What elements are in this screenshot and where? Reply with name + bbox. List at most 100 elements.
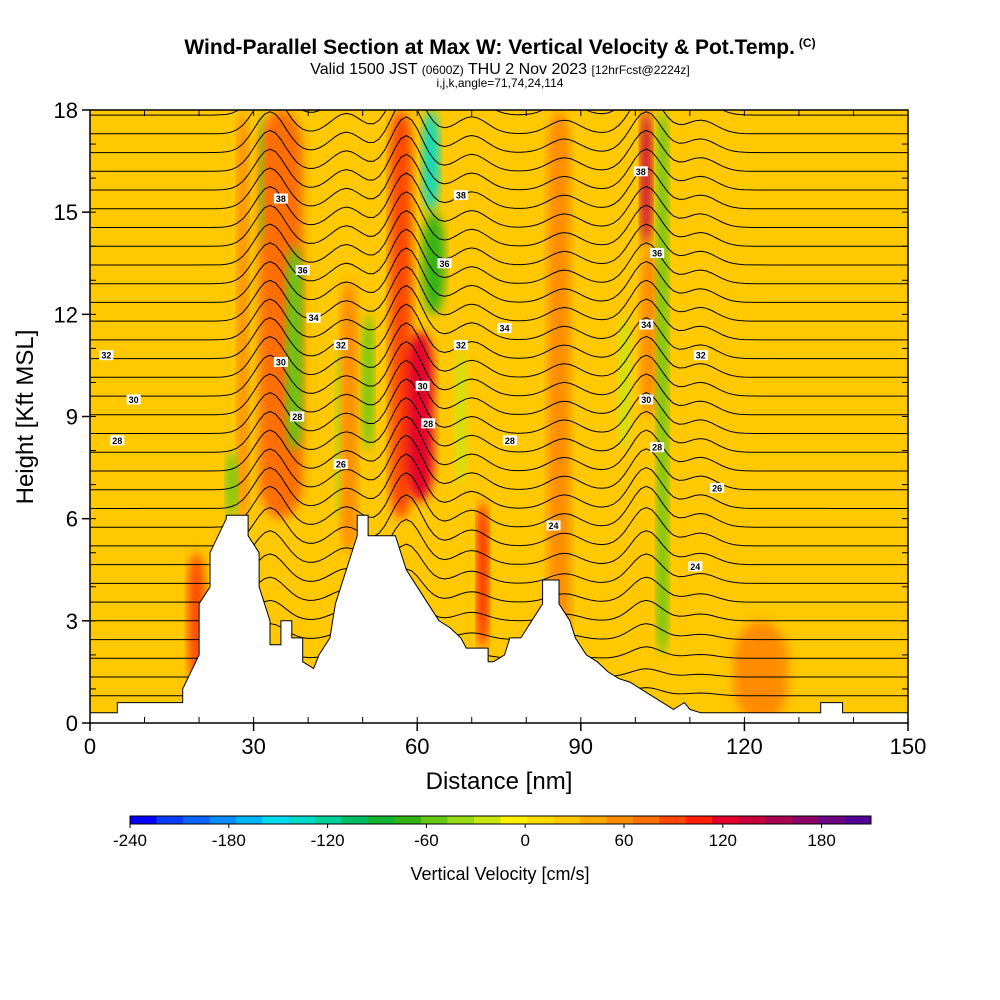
theta-label: 36: [650, 248, 665, 259]
y-tick-label: 9: [66, 405, 78, 430]
theta-label-text: 28: [292, 412, 302, 422]
theta-label-bg: [295, 265, 310, 276]
theta-contour-line: [90, 110, 908, 154]
colorbar-segment: [500, 816, 528, 824]
theta-label: 34: [497, 322, 512, 333]
colorbar-segment: [791, 816, 819, 824]
x-tick-label: 150: [890, 734, 927, 759]
theta-label: 36: [295, 265, 310, 276]
colorbar-segment: [712, 816, 739, 824]
y-tick-label: 3: [66, 609, 78, 634]
x-tick-label: 120: [726, 734, 763, 759]
colorbar-tick-label: 0: [520, 831, 529, 850]
theta-contours: [90, 110, 908, 697]
theta-contour-line: [90, 303, 908, 360]
theta-label: 24: [688, 561, 703, 572]
colorbar-label: Vertical Velocity [cm/s]: [410, 864, 589, 884]
theta-label-bg: [633, 166, 648, 177]
theta-contour-line: [90, 359, 908, 416]
theta-label-bg: [333, 459, 348, 470]
colorbar-segment: [632, 816, 660, 824]
colorbar-tick-label: -120: [311, 831, 345, 850]
x-tick-label: 0: [84, 734, 96, 759]
theta-contour-line: [90, 378, 908, 434]
theta-contour-line: [90, 341, 908, 397]
theta-label: 30: [415, 380, 430, 391]
colorbar-segment: [526, 816, 554, 824]
theta-label: 36: [437, 258, 452, 269]
updraft-region: [733, 620, 789, 723]
theta-label-bg: [639, 319, 654, 330]
colorbar: -240 -180 -120 -60 0 60 120 180: [113, 815, 872, 850]
theta-contour-line: [90, 110, 908, 135]
theta-contour-line: [90, 415, 908, 472]
theta-label-text: 36: [298, 266, 308, 276]
theta-label-text: 36: [652, 249, 662, 259]
colorbar-segment: [765, 816, 792, 824]
colorbar-segment: [738, 816, 766, 824]
x-tick-label: 90: [569, 734, 593, 759]
colorbar-segment: [579, 816, 607, 824]
colorbar-segment: [553, 816, 581, 824]
theta-label-bg: [306, 312, 321, 323]
theta-label-text: 28: [652, 443, 662, 453]
theta-label-text: 28: [505, 436, 515, 446]
colorbar-segment: [130, 816, 157, 824]
updraft-region: [548, 110, 570, 710]
colorbar-segment: [659, 816, 687, 824]
colorbar-tick-label: -180: [212, 831, 246, 850]
theta-label-text: 30: [641, 395, 651, 405]
theta-label-bg: [421, 418, 436, 429]
downdraft-region: [335, 348, 341, 519]
terrain-profile: [90, 514, 908, 723]
theta-contour-line: [90, 116, 908, 172]
theta-label-bg: [497, 322, 512, 333]
colorbar-segment: [421, 816, 448, 824]
colorbar-segment: [262, 816, 290, 824]
theta-contour-line: [90, 110, 908, 116]
y-tick-label: 18: [54, 98, 78, 123]
theta-label: 30: [273, 357, 288, 368]
updraft-region: [237, 110, 249, 519]
theta-contour-line: [90, 453, 908, 509]
theta-label-text: 34: [499, 323, 509, 333]
terrain: [90, 514, 908, 723]
x-tick-label: 60: [405, 734, 429, 759]
theta-label-bg: [453, 339, 468, 350]
theta-label-text: 36: [439, 259, 449, 269]
theta-contour-line: [90, 172, 908, 228]
colorbar-segment: [209, 816, 237, 824]
theta-contour-line: [90, 209, 908, 266]
updraft-region: [340, 280, 358, 553]
colorbar-segment: [368, 816, 395, 824]
colorbar-segment: [235, 816, 263, 824]
colorbar-segment: [394, 816, 422, 824]
theta-label-bg: [437, 258, 452, 269]
theta-label-bg: [546, 520, 561, 531]
downdraft-region: [286, 246, 303, 451]
colorbar-segment: [447, 816, 475, 824]
theta-label: 30: [126, 394, 141, 405]
y-tick-label: 15: [54, 200, 78, 225]
theta-label-bg: [502, 435, 517, 446]
theta-label-text: 30: [418, 381, 428, 391]
theta-label: 26: [710, 483, 725, 494]
updraft-region: [477, 501, 489, 649]
theta-label-bg: [453, 190, 468, 201]
theta-contour-line: [90, 134, 908, 191]
y-tick-label: 12: [54, 302, 78, 327]
theta-label-bg: [290, 411, 305, 422]
theta-label-bg: [273, 357, 288, 368]
theta-label-text: 32: [456, 340, 466, 350]
theta-label-text: 34: [641, 320, 651, 330]
theta-label-text: 24: [690, 562, 700, 572]
theta-label-text: 38: [276, 194, 286, 204]
x-axis-ticks: 0 30 60 90 120 150: [84, 110, 926, 759]
theta-contour-line: [90, 266, 908, 322]
theta-label: 38: [273, 193, 288, 204]
colorbar-border: [129, 815, 872, 825]
theta-contour-line: [90, 228, 908, 285]
theta-label: 28: [502, 435, 517, 446]
theta-label: 32: [333, 339, 348, 350]
